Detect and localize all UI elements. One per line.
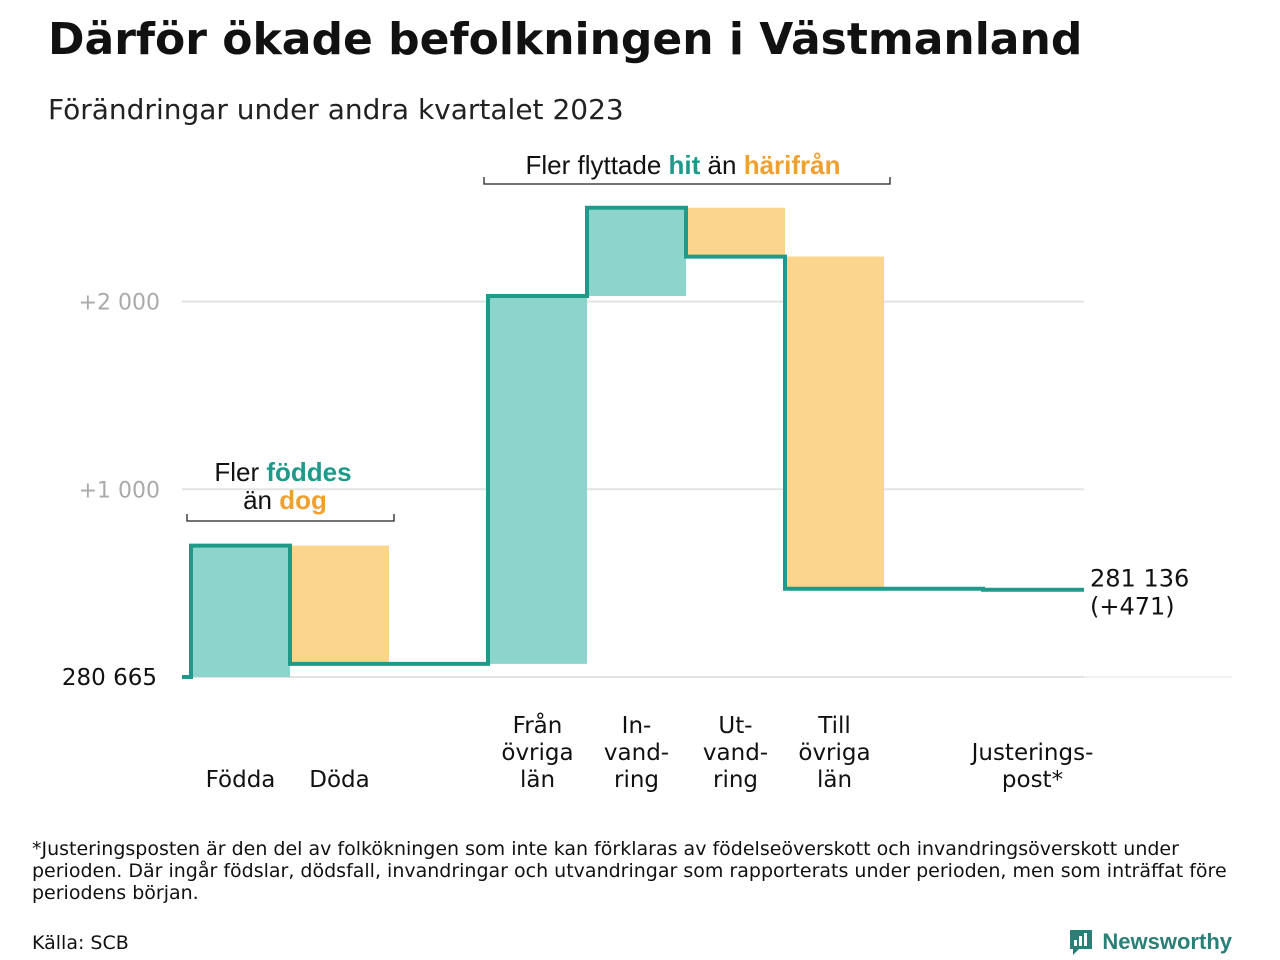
start-value-label: 280 665 [62,665,157,691]
end-value-label: 281 136 [1090,565,1189,593]
cumulative-step-line [182,205,1084,679]
migration-annotation-bracket [483,177,891,185]
category-label: In-vand-ring [604,713,669,793]
brand-name: Newsworthy [1102,929,1232,954]
category-label: Döda [309,767,369,793]
category-label: Ut-vand-ring [703,713,768,793]
bar-2 [290,545,389,664]
source-label: Källa: SCB [32,932,129,954]
gridlines [182,300,1232,678]
footnote: *Justeringsposten är den del av folkökni… [32,838,1227,904]
waterfall-chart: +1 000 +2 000 280 665 Födda Döda Från övriga lä… [62,150,1232,793]
bar-5 [686,207,785,257]
births-annotation-line2: än dog [243,485,327,515]
migration-annotation-plain1: Fler flyttade [525,150,668,180]
bars [191,207,884,677]
category-label: Födda [206,767,276,793]
migration-annotation: Fler flyttade hit än härifrån [525,150,840,180]
y-tick-label: +1 000 [79,478,160,503]
y-tick-label: +2 000 [79,291,160,316]
migration-annotation-plain2: än [700,150,743,180]
migration-annotation-away: härifrån [744,150,841,180]
end-change-label: (+471) [1090,593,1175,621]
brand-logo: Newsworthy [1068,928,1232,956]
step-lines [182,205,1084,679]
category-label: Till övriga län [798,713,870,793]
bar-3 [488,295,587,664]
category-label: Från övriga län [501,711,573,793]
bar-1 [191,545,290,677]
births-annotation-plain1: Fler [214,457,266,487]
labels: +1 000 +2 000 280 665 Födda Döda Från övriga lä… [62,291,1189,793]
bar-4 [587,207,686,296]
births-annotation-line1: Fler föddes [214,457,351,487]
migration-annotation-hit: hit [669,150,701,180]
births-annotation-highlight: föddes [266,457,351,487]
category-label: Justerings-post* [970,740,1094,793]
newsworthy-logo-icon [1070,930,1093,955]
births-annotation-bracket [186,514,395,522]
annotations: Fler föddes än dog Fler flyttade hit än … [186,150,891,522]
births-annotation-plain2: än [243,485,279,515]
chart-title: Därför ökade befolkningen i Västmanland [48,14,1083,65]
chart-subtitle: Förändringar under andra kvartalet 2023 [48,93,624,126]
deaths-annotation-highlight: dog [279,485,327,515]
bar-6 [785,256,884,589]
